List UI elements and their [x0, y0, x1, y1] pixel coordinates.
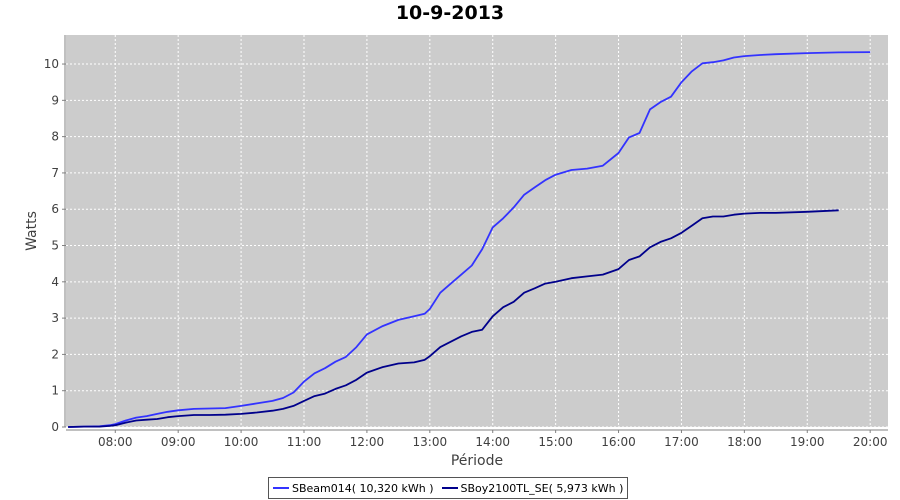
series-line-1 [68, 51, 871, 428]
series-line-2 [68, 209, 839, 428]
legend-item-series-1: SBeam014( 10,320 kWh ) [273, 482, 434, 495]
y-tick-label: 9 [51, 93, 59, 107]
x-axis-label: Période [451, 453, 503, 469]
x-tick-label: 15:00 [538, 435, 573, 449]
axes [62, 35, 888, 433]
y-axis-ticks: 0 1 2 3 4 5 6 7 8 9 10 [44, 57, 59, 434]
x-tick-label: 17:00 [664, 435, 699, 449]
y-tick-label: 2 [51, 347, 59, 361]
legend-label-series-1: SBeam014( 10,320 kWh ) [292, 481, 434, 495]
y-tick-label: 4 [51, 275, 59, 289]
y-tick-label: 1 [51, 384, 59, 398]
y-tick-label: 0 [51, 420, 59, 434]
y-tick-label: 10 [44, 57, 59, 71]
legend-label-series-2: SBoy2100TL_SE( 5,973 kWh ) [460, 481, 624, 495]
x-tick-label: 19:00 [790, 435, 825, 449]
x-tick-label: 16:00 [601, 435, 636, 449]
y-axis-label: Watts [24, 211, 40, 251]
legend-item-series-2: SBoy2100TL_SE( 5,973 kWh ) [441, 481, 624, 495]
x-tick-label: 13:00 [413, 435, 448, 449]
chart-title: 10-9-2013 [395, 2, 505, 24]
y-tick-label: 3 [51, 311, 59, 325]
x-tick-label: 09:00 [161, 435, 196, 449]
y-tick-label: 8 [51, 130, 59, 144]
x-tick-label: 10:00 [224, 435, 259, 449]
legend-swatch-series-1 [273, 487, 289, 489]
x-tick-label: 18:00 [727, 435, 762, 449]
x-tick-label: 11:00 [287, 435, 322, 449]
y-tick-label: 5 [51, 239, 59, 253]
x-tick-label: 20:00 [853, 435, 888, 449]
x-tick-label: 12:00 [350, 435, 385, 449]
legend-swatch-series-2 [441, 487, 458, 489]
plot-area [66, 35, 888, 427]
x-axis-ticks: 08:00 09:00 10:00 11:00 12:00 13:00 14:00 15:00… [98, 435, 887, 449]
grid-lines [66, 35, 888, 428]
x-tick-label: 14:00 [475, 435, 510, 449]
y-tick-label: 6 [51, 202, 59, 216]
y-tick-label: 7 [51, 166, 59, 180]
series-lines [68, 51, 871, 428]
legend: SBeam014( 10,320 kWh ) SBoy2100TL_SE( 5,… [268, 477, 629, 499]
x-tick-label: 08:00 [98, 435, 133, 449]
